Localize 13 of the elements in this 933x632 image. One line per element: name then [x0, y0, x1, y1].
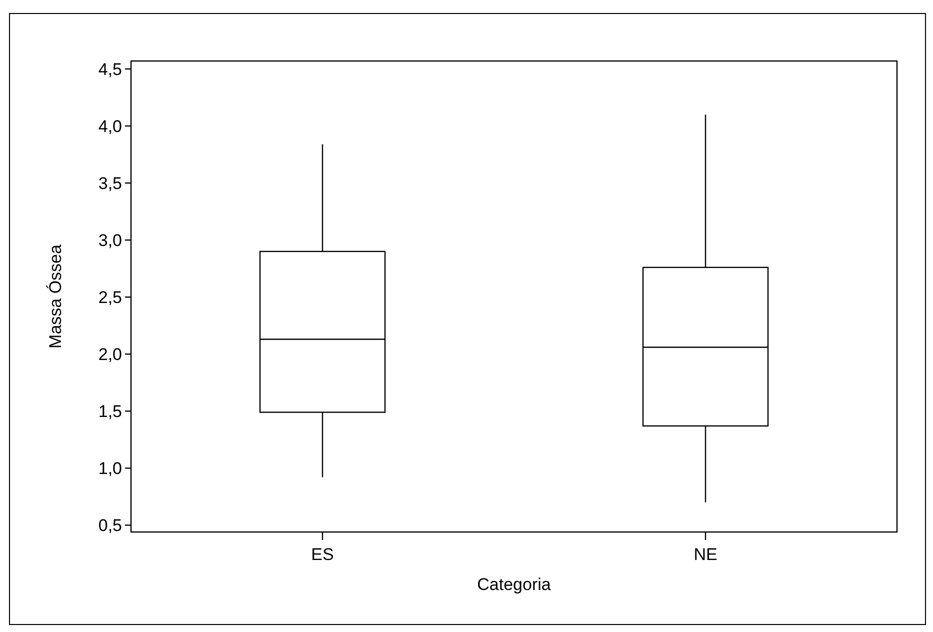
x-axis-title: Categoria [477, 575, 552, 594]
y-tick-label: 1,0 [98, 459, 122, 478]
y-axis-title: Massa Óssea [46, 244, 65, 348]
y-tick-label: 0,5 [98, 516, 122, 536]
y-tick-label: 3,5 [98, 174, 122, 193]
y-tick-label: 4,5 [98, 60, 122, 79]
y-tick-label: 4,0 [98, 116, 122, 136]
y-tick-label: 2,5 [98, 288, 122, 308]
y-tick-label: 3,0 [98, 231, 122, 250]
x-tick-label: ES [311, 545, 334, 564]
y-tick-label: 1,5 [98, 402, 122, 422]
y-tick-label: 2,0 [98, 345, 122, 364]
x-tick-label: NE [694, 545, 718, 564]
